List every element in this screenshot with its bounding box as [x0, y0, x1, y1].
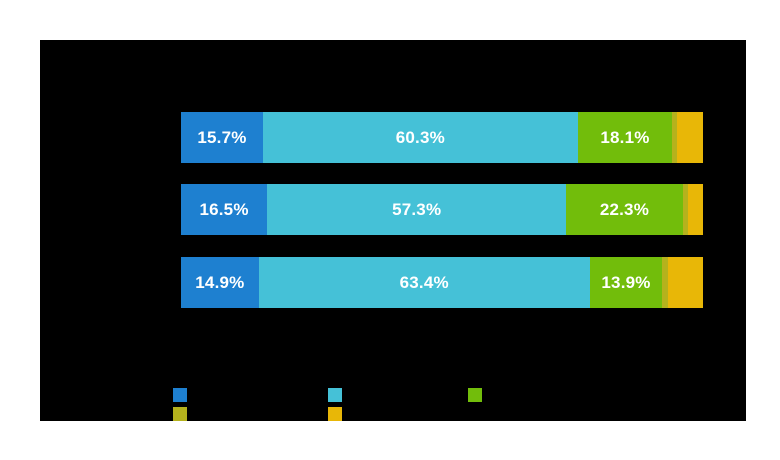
bar-segment-series-1-blue: 14.9% — [181, 257, 259, 308]
segment-value-label: 15.7% — [197, 127, 247, 147]
bar-segment-series-4-olive — [682, 184, 689, 235]
segment-value-label: 60.3% — [395, 127, 445, 147]
chart-legend — [40, 40, 746, 421]
legend-swatch-olive — [173, 407, 187, 421]
segment-value-label: 57.3% — [392, 199, 442, 219]
segment-value-label: 14.9% — [195, 272, 245, 292]
bar-row: 14.9% 63.4% 13.9% — [181, 257, 703, 308]
legend-swatch-green — [468, 388, 482, 402]
legend-swatch-cyan — [328, 388, 342, 402]
bar-row: 16.5% 57.3% 22.3% — [181, 184, 703, 235]
bar-segment-series-5-orange — [667, 257, 703, 308]
bar-segment-series-2-cyan: 57.3% — [267, 184, 567, 235]
bar-segment-series-5-orange — [688, 184, 703, 235]
segment-value-label: 22.3% — [599, 199, 650, 219]
bar-segment-series-5-orange — [677, 112, 703, 163]
bar-row: 15.7% 60.3% 18.1% — [181, 112, 703, 163]
bar-segment-series-2-cyan: 63.4% — [258, 257, 590, 308]
bar-segment-series-1-blue: 16.5% — [181, 184, 268, 235]
bar-segment-series-1-blue: 15.7% — [181, 112, 263, 163]
stacked-bar-plot: 15.7% 60.3% 18.1% 16.5% 57.3% 22.3% 14.9% 63.4%… — [181, 40, 703, 380]
legend-swatch-orange — [328, 407, 342, 421]
legend-swatch-blue — [173, 388, 187, 402]
bar-segment-series-4-olive — [672, 112, 678, 163]
bar-segment-series-3-green: 18.1% — [577, 112, 673, 163]
segment-value-label: 63.4% — [399, 272, 449, 292]
segment-value-label: 13.9% — [601, 272, 651, 292]
bar-segment-series-4-olive — [662, 257, 668, 308]
bar-segment-series-3-green: 13.9% — [589, 257, 663, 308]
bar-segment-series-2-cyan: 60.3% — [262, 112, 578, 163]
segment-value-label: 16.5% — [199, 199, 249, 219]
chart-panel: 15.7% 60.3% 18.1% 16.5% 57.3% 22.3% 14.9% 63.4%… — [40, 40, 746, 421]
segment-value-label: 18.1% — [600, 127, 650, 147]
bar-segment-series-3-green: 22.3% — [566, 184, 683, 235]
